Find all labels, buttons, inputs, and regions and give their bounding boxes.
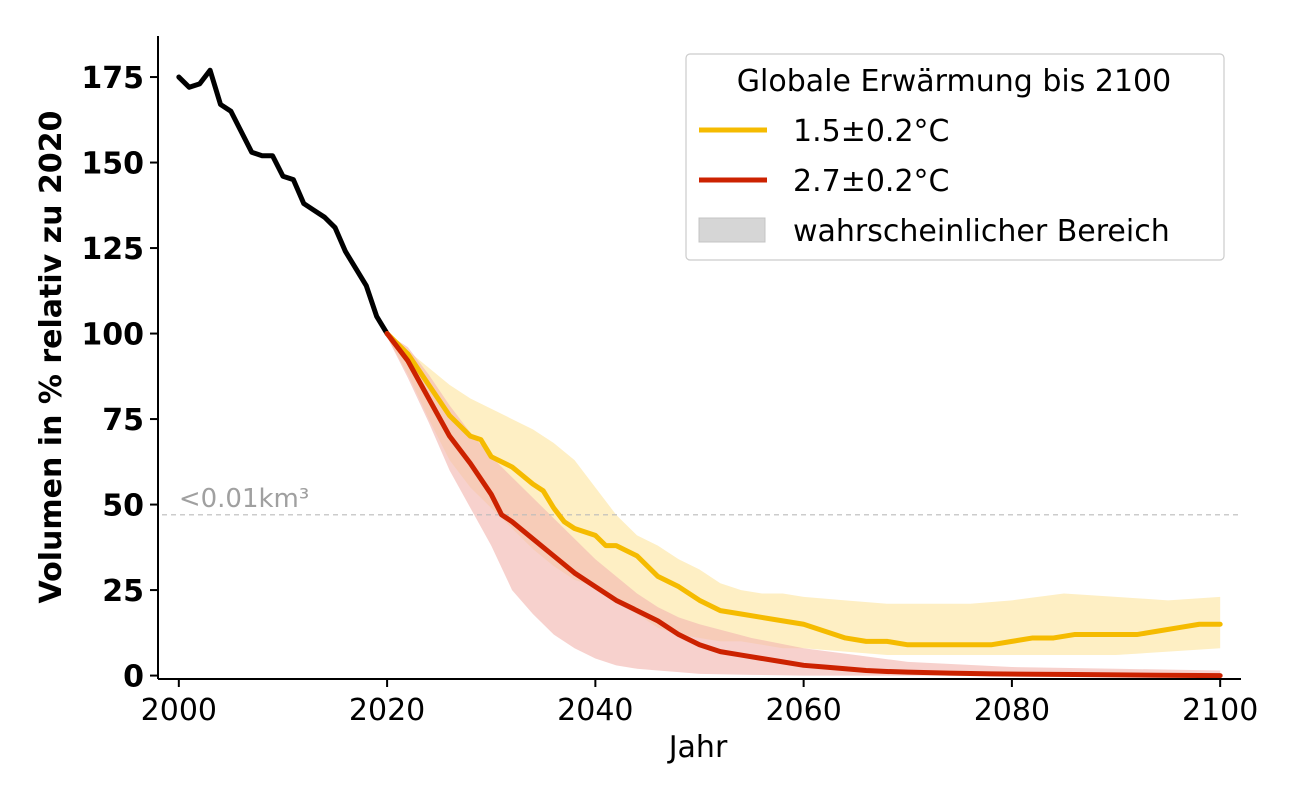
series-line-2-7 <box>384 331 1223 679</box>
x-tick-label: 2040 <box>557 693 633 728</box>
legend-title: Globale Erwärmung bis 2100 <box>737 64 1171 99</box>
reference-line-annotation: <0.01km³ <box>179 484 309 514</box>
x-axis-label: Jahr <box>667 730 728 765</box>
y-tick-label: 175 <box>81 61 144 96</box>
x-tick-label: 2000 <box>141 693 217 728</box>
x-tick-label: 2100 <box>1182 693 1258 728</box>
x-ticks: 2000 2020 2040 2060 2080 2100 <box>141 679 1258 728</box>
legend-label-2-7: 2.7±0.2°C <box>793 164 950 199</box>
x-tick-label: 2060 <box>765 693 841 728</box>
legend-swatch-range <box>698 217 766 243</box>
y-tick-label: 75 <box>102 403 144 438</box>
x-tick-label: 2020 <box>349 693 425 728</box>
legend: Globale Erwärmung bis 2100 1.5±0.2°C 2.7… <box>685 53 1225 261</box>
y-tick-label: 150 <box>81 147 144 182</box>
range-band-2-7 <box>387 333 1221 676</box>
legend-frame <box>685 53 1225 261</box>
y-tick-label: 0 <box>123 660 144 695</box>
historical-line <box>176 67 390 337</box>
uncertainty-bands <box>387 333 1221 676</box>
y-tick-label: 50 <box>102 489 144 524</box>
series-lines <box>176 67 1223 679</box>
legend-label-1-5: 1.5±0.2°C <box>793 114 950 149</box>
y-axis-label: Volumen in % relativ zu 2020 <box>34 111 69 604</box>
y-tick-label: 25 <box>102 574 144 609</box>
series-line-1-5 <box>384 331 1223 648</box>
x-tick-label: 2080 <box>974 693 1050 728</box>
y-tick-label: 100 <box>81 318 144 353</box>
legend-label-range: wahrscheinlicher Bereich <box>793 214 1170 249</box>
y-tick-label: 125 <box>81 232 144 267</box>
y-ticks: 0 25 50 75 100 125 150 175 <box>81 61 158 695</box>
